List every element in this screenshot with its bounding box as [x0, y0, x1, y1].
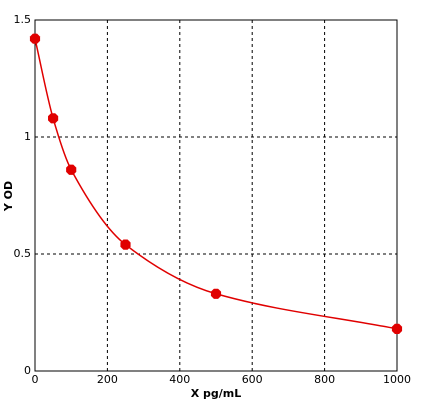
- data-point: [29, 33, 41, 44]
- x-axis-label: X pg/mL: [191, 387, 242, 400]
- x-tick-label: 600: [242, 373, 263, 386]
- y-tick-label: 0: [24, 364, 31, 377]
- y-tick-label: 1.5: [14, 13, 32, 26]
- data-point: [210, 288, 222, 299]
- x-tick-label: 800: [314, 373, 335, 386]
- x-tick-label: 400: [169, 373, 190, 386]
- data-point: [66, 164, 77, 175]
- x-tick-label: 1000: [383, 373, 411, 386]
- x-tick-label: 0: [32, 373, 39, 386]
- y-tick-label: 0.5: [14, 247, 32, 260]
- y-axis-label: Y OD: [2, 181, 15, 212]
- data-point: [391, 323, 403, 334]
- data-point: [120, 239, 131, 250]
- plot-frame: [34, 19, 398, 372]
- x-tick-label: 200: [97, 373, 118, 386]
- y-tick-label: 1: [24, 130, 31, 143]
- data-point: [48, 113, 59, 124]
